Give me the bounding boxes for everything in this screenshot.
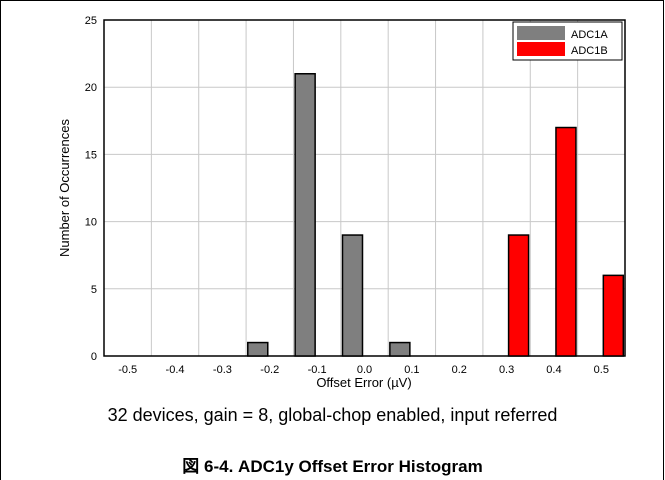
x-axis-label: Offset Error (µV) [316,375,411,390]
grid-lines [104,20,625,356]
x-tick-label: 0.4 [546,364,561,376]
x-tick-label: 0.5 [594,364,609,376]
axis-ticks: 0 5 10 15 20 25 -0.5 -0.4 -0.3 -0.2 -0.1 0.0 0.1 0.2 0… [85,15,609,376]
plot-area-border [103,19,626,357]
y-axis-label: Number of Occurrences [57,119,72,257]
offset-error-histogram: 0 5 10 15 20 25 -0.5 -0.4 -0.3 -0.2 -0.1 0.0 0.1 0.2 0… [57,15,626,390]
bar-adc1a [247,341,269,357]
bar-adc1b [507,234,530,357]
bar-adc1a [389,341,411,357]
figure-title: 図 6-4. ADC1y Offset Error Histogram [182,457,483,476]
legend: ADC1A ADC1B [512,21,623,61]
frame-right-border [663,0,664,480]
bar-adc1a [294,73,316,357]
legend-label-adc1b: ADC1B [571,45,608,57]
frame-left-border [0,0,1,480]
bar-adc1b [555,126,577,357]
legend-swatch-adc1b [517,42,565,56]
bars [247,73,625,357]
bar-adc1a [341,234,364,357]
y-tick-label: 15 [85,149,97,161]
x-tick-label: 0.3 [499,364,514,376]
legend-swatch-adc1a [517,26,565,40]
x-tick-label: 0.1 [404,364,419,376]
y-tick-label: 10 [85,217,97,229]
y-tick-label: 25 [85,15,97,27]
y-tick-label: 20 [85,82,97,94]
x-tick-label: -0.4 [166,364,185,376]
bar-adc1b [602,274,625,357]
x-tick-label: -0.5 [118,364,137,376]
x-tick-label: -0.2 [260,364,279,376]
x-tick-label: -0.1 [308,364,327,376]
x-tick-label: -0.3 [213,364,232,376]
y-tick-label: 0 [91,351,97,363]
chart-note: 32 devices, gain = 8, global-chop enable… [107,405,558,425]
x-tick-label: 0.0 [357,364,372,376]
y-tick-label: 5 [91,284,97,296]
frame-top-border [0,0,664,1]
legend-label-adc1a: ADC1A [571,29,608,41]
x-tick-label: 0.2 [452,364,467,376]
